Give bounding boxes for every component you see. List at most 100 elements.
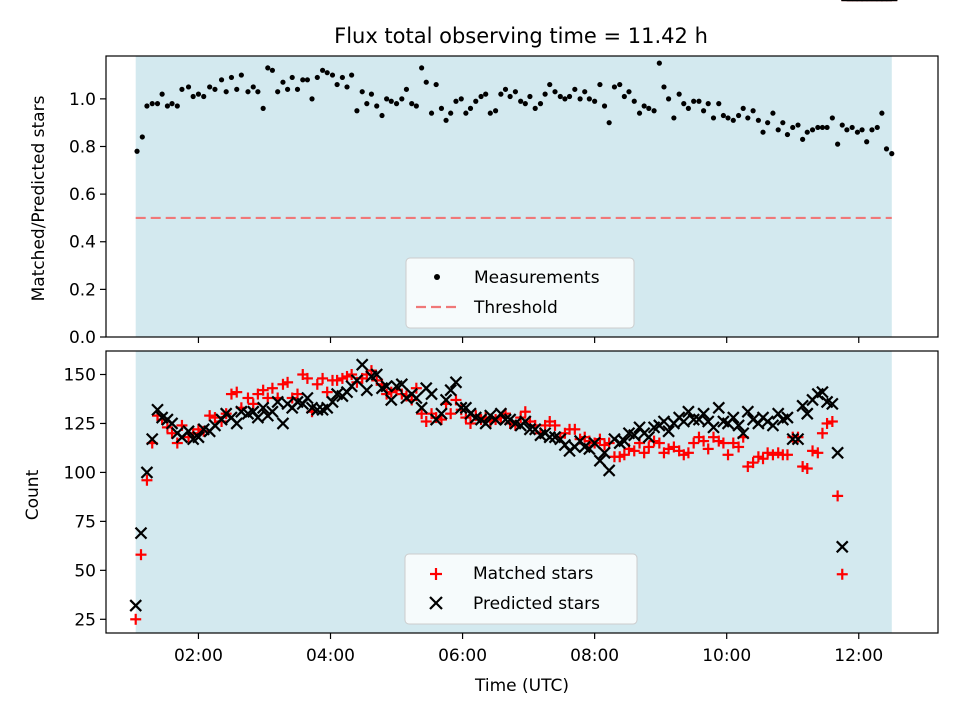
measurement-point — [790, 124, 796, 131]
matched-star-marker — [569, 423, 581, 435]
predicted-star-marker — [380, 379, 393, 393]
predicted-star-marker — [791, 432, 805, 446]
measurement-point — [869, 127, 875, 133]
predicted-star-marker — [145, 432, 159, 446]
matched-star-marker — [826, 416, 838, 427]
count-x-label: Time (UTC) — [474, 676, 569, 696]
ratio-y-tick-label: 0.8 — [69, 137, 96, 157]
legend-threshold-label: Threshold — [473, 298, 558, 318]
measurement-point — [134, 148, 140, 154]
measurement-point — [641, 103, 647, 109]
measurement-point — [512, 89, 518, 95]
predicted-star-marker — [410, 391, 423, 405]
predicted-star-marker — [182, 425, 195, 438]
count-y-tick-label: 150 — [64, 366, 96, 386]
measurement-point — [260, 105, 266, 111]
measurement-point — [780, 120, 786, 126]
matched-star-marker — [698, 435, 710, 447]
predicted-star-marker — [454, 401, 468, 415]
matched-star-marker — [549, 419, 561, 431]
predicted-star-marker — [588, 436, 601, 450]
measurement-point — [854, 129, 861, 135]
measurement-point — [557, 93, 563, 100]
measurement-point — [212, 86, 218, 92]
measurement-point — [532, 105, 538, 111]
count-x-tick-label: 08:00 — [570, 646, 619, 666]
measurement-point — [154, 101, 161, 107]
measurement-point — [201, 93, 207, 100]
legend-measurements-marker — [434, 274, 440, 280]
predicted-star-marker — [192, 430, 205, 444]
predicted-star-marker — [786, 432, 800, 446]
measurement-point — [294, 86, 301, 92]
predicted-star-marker — [350, 374, 364, 387]
measurement-point — [339, 74, 345, 81]
measurement-point — [309, 96, 315, 102]
predicted-star-marker — [796, 399, 809, 413]
measurement-point — [423, 79, 429, 85]
ratio-legend-box — [405, 257, 635, 329]
measurement-point — [473, 98, 479, 104]
ratio-y-label: Matched/Predicted stars — [29, 95, 49, 301]
matched-star-marker — [733, 441, 745, 453]
predicted-star-marker — [134, 526, 148, 540]
measurement-point — [547, 81, 553, 88]
matched-star-marker — [717, 437, 729, 449]
measurement-point — [864, 139, 870, 145]
measurement-point — [275, 89, 281, 95]
count-x-tick-label: 02:00 — [174, 646, 223, 666]
count-y-label: Count — [23, 469, 43, 520]
predicted-star-marker — [593, 454, 607, 467]
predicted-star-marker — [251, 411, 265, 424]
matched-star-marker — [445, 408, 457, 420]
measurement-point — [507, 93, 513, 100]
measurement-point — [174, 103, 180, 109]
matched-star-marker — [762, 447, 774, 459]
matched-star-marker — [247, 398, 259, 410]
measurement-point — [676, 91, 682, 97]
measurement-point — [582, 89, 588, 95]
matched-star-marker — [722, 449, 734, 461]
measurement-point — [334, 81, 340, 88]
matched-star-marker — [198, 425, 210, 437]
measurement-point — [656, 60, 662, 66]
matched-star-marker — [663, 443, 675, 455]
measurement-point — [621, 93, 627, 100]
count-y-tick-label: 100 — [64, 463, 96, 483]
measurement-point — [809, 127, 816, 133]
matched-star-marker — [702, 443, 714, 455]
measurement-point — [770, 110, 776, 116]
measurement-point — [651, 108, 657, 114]
matched-star-marker — [321, 386, 333, 398]
measurement-point — [601, 103, 608, 109]
matched-star-marker — [464, 417, 476, 429]
measurement-point — [705, 101, 711, 107]
measurement-point — [879, 110, 885, 116]
measurement-point — [527, 93, 533, 100]
predicted-star-marker — [707, 421, 720, 434]
measurement-point — [696, 98, 702, 104]
predicted-star-marker — [256, 401, 270, 415]
predicted-star-marker — [276, 417, 290, 430]
ratio-plot-frame — [105, 55, 939, 338]
measurement-point — [671, 115, 677, 121]
count-x-tick-label: 04:00 — [306, 646, 355, 666]
measurement-point — [518, 98, 524, 104]
predicted-star-marker — [129, 599, 142, 612]
count-y-axis: 25 50 75 100 125 150 — [64, 366, 106, 630]
predicted-star-marker — [425, 387, 438, 401]
measurement-point — [859, 127, 865, 133]
matched-star-marker — [420, 416, 432, 427]
count-x-tick-label: 06:00 — [438, 646, 487, 666]
measurement-point — [228, 74, 235, 81]
measurement-point — [784, 131, 791, 138]
measurement-point — [289, 74, 295, 81]
measurement-point — [144, 103, 150, 109]
predicted-star-marker — [781, 411, 794, 424]
measurement-point — [354, 108, 360, 114]
measurement-point — [710, 115, 717, 121]
measurement-point — [889, 151, 895, 157]
ratio-x-ticks — [197, 337, 860, 343]
predicted-star-marker — [800, 407, 814, 420]
matched-star-marker — [628, 445, 640, 457]
